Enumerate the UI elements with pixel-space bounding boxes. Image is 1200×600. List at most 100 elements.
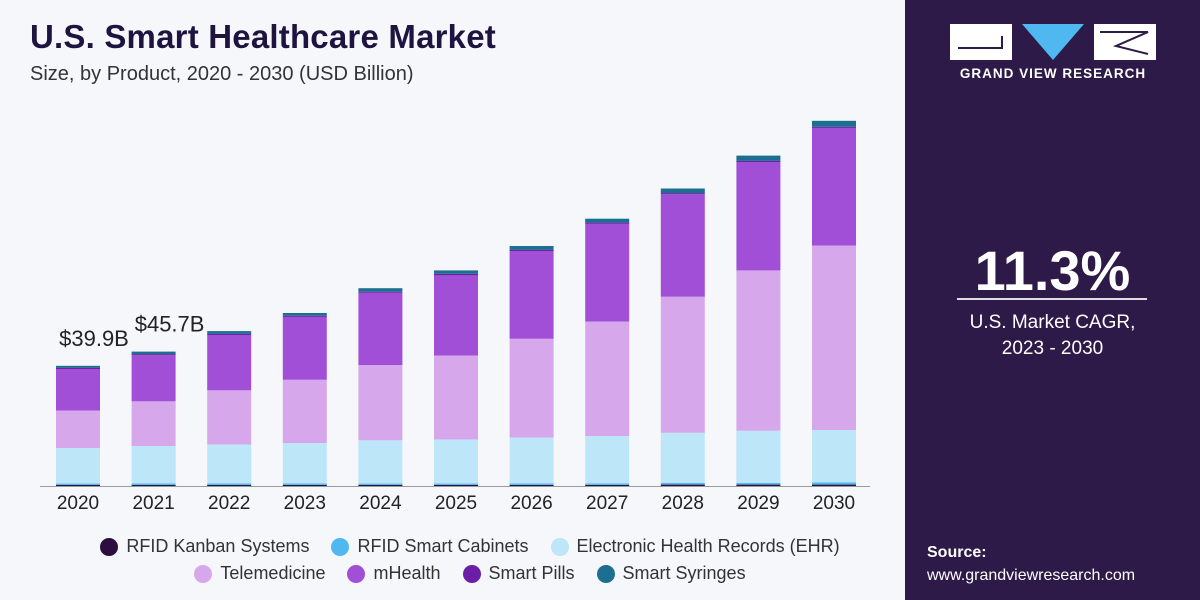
bar-segment-2027-rfid-kanban-systems xyxy=(585,484,630,486)
legend-label: RFID Smart Cabinets xyxy=(357,536,529,556)
brand-logo: GRAND VIEW RESEARCH xyxy=(947,24,1159,81)
bar-segment-2028-smart-pills xyxy=(660,193,705,195)
bar-segment-2026-rfid-smart-cabinets xyxy=(509,483,554,485)
chart-subtitle: Size, by Product, 2020 - 2030 (USD Billi… xyxy=(30,63,414,85)
cagr-label: U.S. Market CAGR, 2023 - 2030 xyxy=(905,310,1200,362)
bar-segment-2023-mhealth xyxy=(282,316,327,380)
legend-row: Telemedicine mHealth Smart Pills Smart Syri… xyxy=(40,563,900,584)
side-panel: GRAND VIEW RESEARCH 11.3% U.S. Market CA… xyxy=(905,0,1200,600)
bar-segment-2021-electronic-health-records-ehr xyxy=(131,445,176,484)
bar-segment-2022-smart-pills xyxy=(207,333,252,335)
bar-segment-2023-electronic-health-records-ehr xyxy=(282,443,327,484)
legend-swatch-icon xyxy=(331,537,350,556)
bar-segment-2028-rfid-kanban-systems xyxy=(660,484,705,486)
bar-segment-2021-rfid-smart-cabinets xyxy=(131,483,176,485)
x-tick-label-2021: 2021 xyxy=(132,493,174,514)
bar-segment-2029-smart-pills xyxy=(736,160,781,162)
legend-item: Telemedicine xyxy=(194,563,325,584)
bar-segment-2028-telemedicine xyxy=(660,296,705,433)
bar-segment-2030-mhealth xyxy=(812,127,856,246)
bar-segment-2030-electronic-health-records-ehr xyxy=(812,430,856,483)
bar-segment-2020-rfid-smart-cabinets xyxy=(56,483,100,485)
logo-r-mark-icon xyxy=(1094,24,1156,60)
cagr-label-line1: U.S. Market CAGR, xyxy=(969,312,1136,333)
bar-segment-2024-smart-syringes xyxy=(358,288,403,292)
bar-segment-2027-mhealth xyxy=(585,223,630,322)
data-label-2021: $45.7B xyxy=(135,312,205,337)
bar-segment-2025-telemedicine xyxy=(434,355,478,440)
x-tick-label-2026: 2026 xyxy=(510,493,552,514)
x-tick-label-2020: 2020 xyxy=(57,493,99,514)
legend-item: RFID Kanban Systems xyxy=(100,536,309,557)
legend-item: RFID Smart Cabinets xyxy=(331,536,529,557)
legend-swatch-icon xyxy=(194,564,213,583)
brand-name: GRAND VIEW RESEARCH xyxy=(959,66,1147,81)
source-url[interactable]: www.grandviewresearch.com xyxy=(927,567,1136,584)
bar-segment-2029-rfid-smart-cabinets xyxy=(736,482,781,485)
bar-segment-2027-electronic-health-records-ehr xyxy=(585,436,630,484)
logo-g-mark-icon xyxy=(950,24,1012,60)
chart-panel: U.S. Smart Healthcare Market Size, by Pr… xyxy=(30,18,900,590)
bar-segment-2023-smart-syringes xyxy=(282,313,327,316)
legend-label: Smart Syringes xyxy=(622,563,746,583)
bar-segment-2026-mhealth xyxy=(509,250,554,339)
bar-segment-2023-rfid-smart-cabinets xyxy=(282,483,327,485)
bar-segment-2020-smart-pills xyxy=(56,367,100,369)
bar-segment-2022-mhealth xyxy=(207,335,252,391)
legend-label: Electronic Health Records (EHR) xyxy=(576,536,840,556)
legend-swatch-icon xyxy=(550,537,569,556)
bar-segment-2030-rfid-kanban-systems xyxy=(812,484,856,486)
bar-segment-2024-telemedicine xyxy=(358,365,403,441)
x-tick-label-2024: 2024 xyxy=(359,493,402,514)
bar-segment-2030-smart-pills xyxy=(812,126,856,128)
bar-segment-2021-smart-syringes xyxy=(131,351,176,355)
bar-segment-2027-smart-syringes xyxy=(585,218,630,223)
bar-segment-2030-rfid-smart-cabinets xyxy=(812,482,856,485)
bar-segment-2023-rfid-kanban-systems xyxy=(282,484,327,486)
bar-segment-2023-telemedicine xyxy=(282,379,327,444)
bar-segment-2025-smart-syringes xyxy=(434,270,478,274)
legend-item: Smart Pills xyxy=(462,563,575,584)
legend: RFID Kanban Systems RFID Smart Cabinets El… xyxy=(40,536,900,590)
bar-segment-2029-electronic-health-records-ehr xyxy=(736,430,781,483)
bar-segment-2021-mhealth xyxy=(131,355,176,402)
legend-label: mHealth xyxy=(373,563,441,583)
x-tick-label-2027: 2027 xyxy=(586,493,628,514)
bar-segment-2022-rfid-kanban-systems xyxy=(207,484,252,486)
x-tick-label-2022: 2022 xyxy=(208,493,250,514)
bar-segment-2028-rfid-smart-cabinets xyxy=(660,482,705,485)
bar-segment-2029-mhealth xyxy=(736,161,781,271)
bar-segment-2025-smart-pills xyxy=(434,274,478,276)
x-tick-label-2023: 2023 xyxy=(284,493,326,514)
bar-segment-2025-electronic-health-records-ehr xyxy=(434,439,478,484)
bar-segment-2025-rfid-smart-cabinets xyxy=(434,483,478,485)
bar-segment-2029-smart-syringes xyxy=(736,155,781,161)
bar-segment-2028-electronic-health-records-ehr xyxy=(660,432,705,483)
legend-item: Smart Syringes xyxy=(596,563,746,584)
bar-segment-2024-electronic-health-records-ehr xyxy=(358,440,403,484)
bar-segment-2024-smart-pills xyxy=(358,291,403,293)
legend-swatch-icon xyxy=(100,537,119,556)
bar-segment-2021-rfid-kanban-systems xyxy=(131,484,176,486)
bar-segment-2026-electronic-health-records-ehr xyxy=(509,437,554,484)
bar-segment-2023-smart-pills xyxy=(282,315,327,317)
bar-segment-2020-smart-syringes xyxy=(56,365,100,368)
bar-segment-2025-mhealth xyxy=(434,275,478,356)
x-tick-label-2029: 2029 xyxy=(737,493,779,514)
bar-segment-2022-telemedicine xyxy=(207,390,252,445)
bar-segment-2027-telemedicine xyxy=(585,321,630,436)
cagr-label-line2: 2023 - 2030 xyxy=(1001,338,1104,359)
bar-segment-2027-rfid-smart-cabinets xyxy=(585,483,630,485)
bar-segment-2022-electronic-health-records-ehr xyxy=(207,444,252,484)
chart-title: U.S. Smart Healthcare Market xyxy=(30,18,496,55)
bar-segment-2022-smart-syringes xyxy=(207,331,252,334)
bar-segment-2028-mhealth xyxy=(660,194,705,297)
bar-segment-2020-electronic-health-records-ehr xyxy=(56,448,100,484)
bar-segment-2020-mhealth xyxy=(56,369,100,411)
bar-segment-2022-rfid-smart-cabinets xyxy=(207,483,252,485)
bar-segment-2025-rfid-kanban-systems xyxy=(434,484,478,486)
cagr-divider xyxy=(957,298,1147,300)
legend-item: mHealth xyxy=(347,563,441,584)
bar-segment-2021-smart-pills xyxy=(131,354,176,356)
